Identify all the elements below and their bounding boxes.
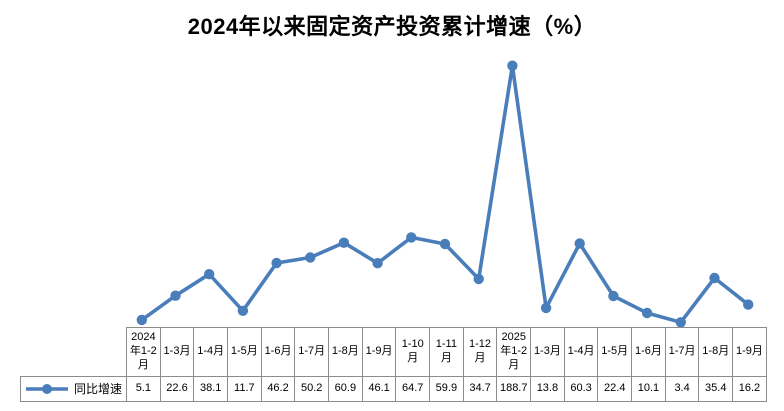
category-header-cell: 1-8月 (328, 327, 363, 377)
data-point-marker (170, 290, 181, 301)
category-header-cell: 1-6月 (260, 327, 296, 377)
value-cell: 3.4 (664, 376, 700, 402)
category-header-cell: 1-8月 (698, 327, 734, 377)
data-point-marker (507, 60, 518, 71)
value-cell: 188.7 (496, 376, 532, 402)
data-point-marker (641, 307, 653, 319)
chart-title: 2024年以来固定资产投资累计增速（%） (187, 14, 597, 39)
category-header-row: 2024年1-2月 1-3月 1-4月 1-5月 1-6月 1-7月 1-8月 1-9月 1-1… (21, 327, 767, 377)
category-header-cell: 1-9月 (732, 327, 767, 377)
value-cell: 64.7 (395, 376, 431, 402)
series-line (139, 63, 751, 325)
data-point-marker (406, 232, 417, 243)
value-cell: 50.2 (294, 376, 330, 402)
value-row: 同比增速 5.1 22.6 38.1 11.7 46.2 50.2 60.9 46.1 64.7 5… (20, 376, 767, 402)
value-cell: 13.8 (530, 376, 565, 402)
value-cell: 22.4 (597, 376, 633, 402)
data-point-marker (372, 258, 383, 269)
category-header-cell: 1-6月 (631, 327, 666, 377)
category-header-cell: 1-11月 (429, 327, 464, 377)
data-point-marker (608, 290, 619, 302)
category-header-cell: 1-10月 (395, 327, 431, 377)
category-header-cell: 1-3月 (530, 327, 565, 377)
legend-label: 同比增速 (73, 381, 122, 396)
value-cell: 46.2 (260, 376, 296, 402)
line-plot (136, 60, 754, 327)
category-header-cell: 1-5月 (227, 327, 262, 377)
data-point-marker (136, 314, 147, 326)
data-point-marker (271, 257, 282, 269)
data-point-marker (473, 273, 484, 285)
legend: 同比增速 (20, 376, 127, 402)
data-point-marker (675, 317, 686, 327)
data-point-marker (540, 302, 552, 314)
data-point-marker (305, 252, 316, 263)
category-header-cell: 1-12月 (462, 327, 498, 377)
legend-line-marker-icon (25, 384, 68, 394)
data-table: 2024年1-2月 1-3月 1-4月 1-5月 1-6月 1-7月 1-8月 1-9月 1-1… (20, 327, 767, 402)
value-cell: 46.1 (361, 376, 397, 402)
value-cell: 11.7 (227, 376, 262, 402)
category-header-cell: 1-7月 (664, 327, 700, 377)
data-point-marker (204, 269, 215, 280)
data-point-marker (338, 237, 350, 248)
value-cell: 5.1 (126, 376, 161, 402)
value-cell: 16.2 (732, 376, 767, 402)
data-point-marker (439, 238, 451, 250)
table-spacer-cell (21, 328, 127, 377)
value-cell: 59.9 (429, 376, 464, 402)
category-header-cell: 1-7月 (294, 327, 330, 377)
data-point-marker (743, 299, 754, 310)
category-header-cell: 2024年1-2月 (126, 327, 161, 377)
value-cell: 10.1 (631, 376, 666, 402)
category-header-cell: 1-5月 (597, 327, 633, 377)
value-cell: 22.6 (159, 376, 195, 402)
value-cell: 60.3 (563, 376, 599, 402)
category-header-cell: 1-4月 (563, 327, 599, 377)
category-header-cell: 1-9月 (361, 327, 397, 377)
data-point-marker (237, 305, 249, 316)
value-cell: 38.1 (193, 376, 229, 402)
value-cell: 60.9 (328, 376, 363, 402)
category-header-cell: 1-4月 (193, 327, 229, 377)
data-point-marker (574, 238, 585, 249)
category-header-cell: 1-3月 (159, 327, 195, 377)
value-cell: 34.7 (462, 376, 498, 402)
category-header-cell: 2025年1-2月 (496, 327, 532, 377)
value-cell: 35.4 (698, 376, 734, 402)
data-point-marker (709, 272, 720, 284)
